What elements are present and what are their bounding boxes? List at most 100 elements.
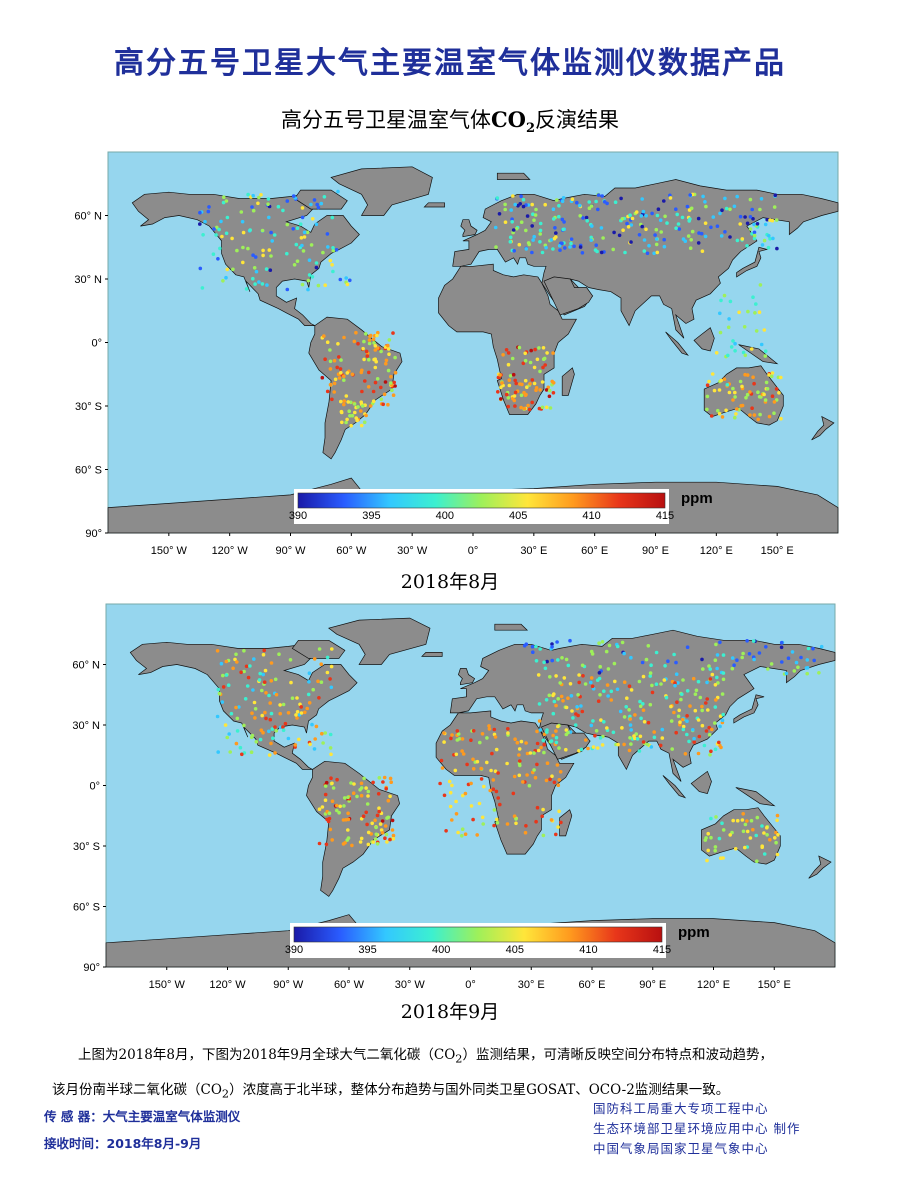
co2-point — [740, 818, 745, 822]
co2-point — [286, 736, 291, 741]
co2-point — [250, 711, 254, 715]
co2-point — [555, 198, 559, 202]
co2-point — [234, 741, 239, 746]
co2-point — [546, 385, 550, 390]
co2-point — [373, 344, 378, 348]
map-august-svg: 60° N 30° N 0° 30° S 60° S 90° 150° W 120° W 90°… — [74, 151, 839, 557]
co2-point — [611, 247, 615, 252]
co2-point — [245, 684, 250, 688]
co2-point — [251, 193, 255, 198]
co2-point — [635, 737, 640, 741]
co2-point — [227, 732, 231, 736]
co2-point — [526, 241, 531, 245]
co2-point — [734, 412, 738, 416]
co2-point — [674, 226, 678, 230]
co2-point — [676, 714, 681, 719]
co2-point — [386, 347, 391, 351]
co2-point — [302, 230, 307, 235]
co2-point — [578, 214, 582, 218]
co2-point — [363, 332, 368, 336]
co2-point — [700, 723, 705, 728]
co2-point — [492, 823, 496, 828]
co2-point — [389, 374, 393, 379]
co2-point — [551, 711, 556, 716]
co2-point — [447, 779, 452, 784]
co2-point — [527, 783, 532, 788]
co2-point — [685, 732, 689, 737]
co2-point — [307, 258, 312, 262]
co2-point — [624, 705, 628, 709]
co2-point — [556, 825, 560, 829]
co2-point — [514, 381, 518, 386]
co2-point — [511, 372, 516, 377]
co2-point — [598, 664, 602, 669]
co2-point — [784, 671, 789, 676]
co2-point — [319, 680, 324, 684]
co2-point — [332, 381, 337, 386]
co2-point — [765, 825, 769, 830]
co2-point — [662, 244, 667, 249]
co2-point — [198, 210, 202, 215]
co2-point — [617, 233, 622, 238]
continent-japan — [733, 694, 765, 724]
co2-point — [294, 242, 299, 247]
co2-point — [554, 729, 558, 733]
co2-point — [602, 720, 606, 724]
lat-label: 0° — [91, 338, 102, 350]
co2-point — [487, 724, 491, 728]
co2-point — [251, 253, 255, 257]
co2-point — [779, 640, 784, 645]
co2-point — [526, 403, 530, 408]
co2-point — [269, 679, 274, 683]
co2-point — [448, 804, 453, 809]
co2-point — [705, 407, 709, 412]
co2-point — [231, 267, 235, 272]
co2-point — [261, 652, 266, 657]
co2-point — [269, 661, 274, 665]
lon-label: 30° E — [520, 545, 547, 557]
co2-point — [714, 351, 719, 355]
co2-point — [488, 788, 493, 793]
co2-point — [242, 723, 246, 728]
co2-point — [345, 838, 350, 842]
co2-point — [775, 246, 779, 251]
co2-point — [747, 652, 752, 656]
co2-point — [648, 674, 652, 678]
co2-point — [504, 392, 509, 397]
co2-point — [560, 656, 564, 660]
co2-point — [796, 665, 800, 670]
co2-point — [654, 227, 659, 232]
co2-point — [718, 211, 722, 216]
co2-point — [503, 202, 507, 207]
co2-point — [689, 206, 694, 211]
co2-point — [373, 818, 377, 823]
co2-point — [469, 804, 474, 808]
co2-point — [718, 640, 722, 645]
co2-point — [718, 724, 722, 729]
co2-point — [375, 842, 380, 846]
co2-point — [450, 818, 454, 822]
co2-point — [220, 234, 224, 239]
co2-point — [735, 238, 740, 243]
co2-point — [235, 660, 239, 664]
co2-point — [760, 824, 764, 828]
co2-point — [281, 725, 285, 729]
lon-label: 30° W — [395, 979, 426, 991]
co2-point — [698, 695, 703, 700]
co2-point — [460, 834, 464, 838]
sub-title-suffix: 反演结果 — [535, 108, 620, 132]
co2-point — [335, 808, 339, 813]
lon-label: 150° W — [151, 545, 188, 557]
co2-point — [549, 238, 554, 242]
co2-point — [283, 721, 288, 726]
co2-point — [264, 716, 268, 721]
co2-point — [508, 374, 513, 378]
co2-point — [491, 778, 496, 782]
co2-point — [235, 729, 240, 733]
co2-point — [316, 205, 321, 210]
co2-point — [613, 200, 618, 204]
lat-label: 30° S — [75, 401, 102, 413]
co2-point — [519, 393, 524, 398]
lat-label: 60° S — [73, 902, 100, 914]
co2-point — [532, 768, 536, 772]
